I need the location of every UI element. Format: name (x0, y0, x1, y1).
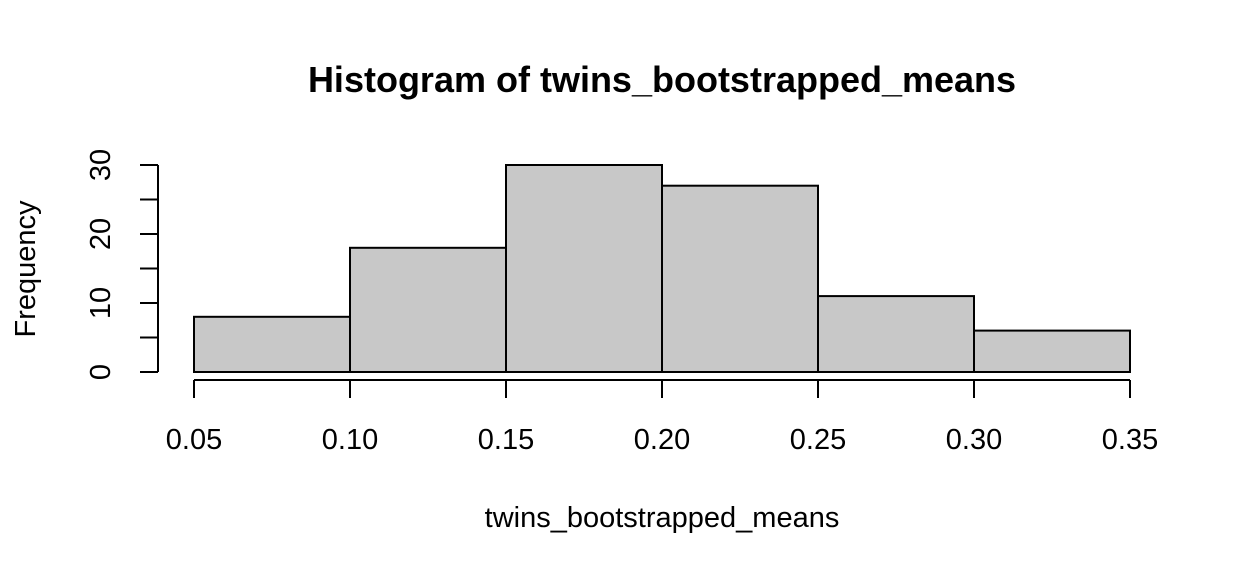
x-tick-label: 0.30 (946, 424, 1002, 456)
y-tick-label: 0 (85, 364, 117, 380)
histogram-bar (973, 329, 1131, 374)
histogram-bar (193, 315, 351, 373)
y-tick-label: 20 (85, 218, 117, 250)
x-tick-label: 0.25 (790, 424, 846, 456)
y-tick-label: 10 (85, 287, 117, 319)
histogram-bar (817, 295, 975, 374)
x-tick-label: 0.35 (1102, 424, 1158, 456)
x-axis-label: twins_bootstrapped_means (485, 502, 840, 534)
x-tick-label: 0.05 (166, 424, 222, 456)
histogram-bar (661, 184, 819, 373)
y-tick-label: 30 (85, 149, 117, 181)
histogram-bar (505, 164, 663, 373)
x-axis: 0.05 0.10 0.15 0.20 0.25 0.30 0.35 (166, 379, 1158, 456)
x-tick-label: 0.15 (478, 424, 534, 456)
bars-group (193, 164, 1131, 374)
y-axis-label: Frequency (10, 200, 42, 338)
x-tick-label: 0.20 (634, 424, 690, 456)
y-axis: 0 10 20 30 (85, 149, 159, 380)
histogram-bar (349, 246, 507, 373)
chart-title: Histogram of twins_bootstrapped_means (308, 59, 1016, 100)
x-tick-label: 0.10 (322, 424, 378, 456)
